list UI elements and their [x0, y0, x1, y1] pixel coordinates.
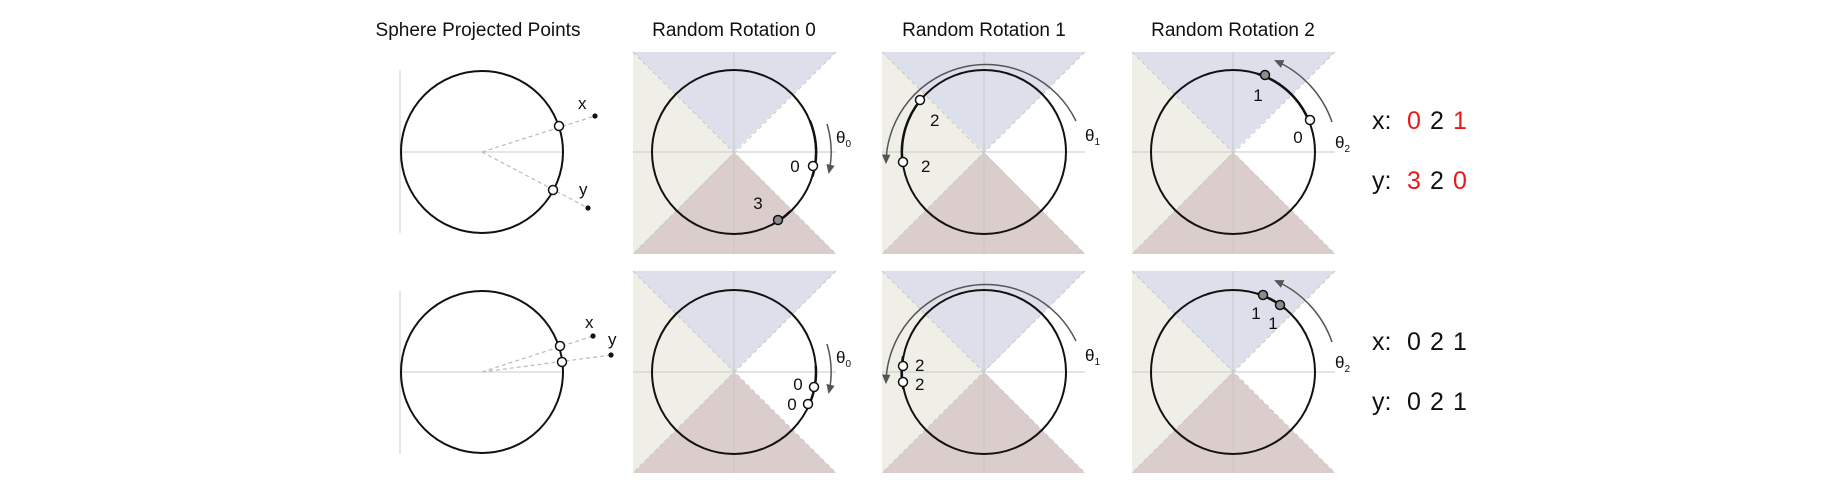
theta-label-0: θ0: [836, 348, 851, 370]
rotation-panel-2: 1 1 θ2: [1131, 270, 1350, 474]
projection-ray-x: [481, 335, 594, 373]
code-digit: 0: [1453, 167, 1467, 195]
theta-label-0: θ0: [836, 128, 851, 150]
rotation-arrow-0: [826, 343, 835, 395]
rotation-panel-2: 1 0 θ2: [1131, 51, 1350, 255]
column-title-projection: Sphere Projected Points: [376, 20, 581, 41]
point-label-y: y: [608, 330, 617, 349]
bucket-label-x: 0: [790, 157, 799, 176]
code-digit: 2: [1430, 328, 1444, 356]
code-digit: 0: [1407, 107, 1421, 135]
rotated-point-y: [802, 398, 814, 410]
column-title-rotation-2: Random Rotation 2: [1151, 20, 1315, 41]
code-label-y: y:: [1372, 167, 1391, 195]
rotated-point-x: [808, 381, 820, 393]
row-2: x y 0 0 θ0: [399, 270, 1467, 474]
rotated-point-x: [807, 160, 819, 172]
rotation-panel-0: 0 3 θ0: [632, 51, 851, 255]
column-titles: Sphere Projected Points Random Rotation …: [376, 20, 1315, 41]
rotated-point-x: [897, 360, 909, 372]
sphere-circle: [1150, 69, 1316, 235]
code-digit: 0: [1407, 328, 1421, 356]
code-digit: 1: [1453, 328, 1467, 356]
bucket-label-y: 1: [1268, 314, 1277, 333]
projection-ray-y: [481, 354, 612, 373]
rotated-point-x: [914, 94, 926, 106]
bucket-label-y: 3: [753, 194, 762, 213]
projected-point-x: [554, 340, 566, 352]
point-x: [590, 333, 596, 339]
code-digit: 2: [1430, 167, 1444, 195]
code-digit: 1: [1453, 107, 1467, 135]
bucket-label-y: 2: [915, 375, 924, 394]
projection-ray-y: [481, 151, 589, 209]
rotation-panel-1: 2 2 θ1: [881, 51, 1100, 255]
rotated-point-x: [1257, 289, 1269, 301]
sphere-circle: [400, 70, 564, 234]
code-digit: 1: [1453, 388, 1467, 416]
hash-codes: x: 0 2 1 y: 3 2 0: [1372, 107, 1467, 195]
rotation-panel-0: 0 0 θ0: [632, 270, 851, 474]
column-title-rotation-0: Random Rotation 0: [652, 20, 816, 41]
rotation-panel-1: 2 2 θ1: [881, 270, 1100, 474]
point-y: [585, 205, 591, 211]
projection-panel: x y: [399, 290, 617, 454]
bucket-label-x: 2: [915, 356, 924, 375]
theta-label-1: θ1: [1085, 346, 1100, 368]
code-digit: 3: [1407, 167, 1421, 195]
hash-codes: x: 0 2 1 y: 0 2 1: [1372, 328, 1467, 416]
theta-label-1: θ1: [1085, 126, 1100, 148]
rotation-arrow-0: [826, 123, 835, 175]
point-y: [608, 352, 614, 358]
projection-ray-x: [481, 115, 596, 153]
point-label-y: y: [579, 180, 588, 199]
bucket-label-x: 0: [793, 375, 802, 394]
rotated-point-x: [1259, 69, 1271, 81]
rotation-arrow-2: [1274, 280, 1333, 343]
bucket-label-y: 0: [787, 395, 796, 414]
sphere-circle: [400, 290, 564, 454]
projected-point-x: [553, 120, 565, 132]
rotated-point-y: [1304, 114, 1316, 126]
bucket-label-x: 2: [930, 111, 939, 130]
code-label-y: y:: [1372, 388, 1391, 416]
sphere-circle: [1150, 289, 1316, 455]
projection-panel: x y: [399, 70, 598, 234]
column-title-rotation-1: Random Rotation 1: [902, 20, 1066, 41]
code-label-x: x:: [1372, 328, 1391, 356]
code-digit: 0: [1407, 388, 1421, 416]
point-x: [592, 113, 598, 119]
point-label-x: x: [585, 313, 594, 332]
rotation-arrow-1: [881, 63, 1077, 165]
bucket-label-y: 2: [921, 157, 930, 176]
theta-label-2: θ2: [1335, 133, 1350, 155]
rotated-point-y: [897, 156, 909, 168]
code-label-x: x:: [1372, 107, 1391, 135]
bucket-label-y: 0: [1293, 128, 1302, 147]
rotated-point-y: [897, 376, 909, 388]
projected-point-y: [547, 184, 559, 196]
point-label-x: x: [578, 94, 587, 113]
bucket-label-x: 1: [1251, 304, 1260, 323]
bucket-label-x: 1: [1253, 86, 1262, 105]
row-1: x y 0 3 θ0: [399, 51, 1467, 255]
rotated-point-y: [1274, 299, 1286, 311]
rotated-point-y: [772, 214, 784, 226]
code-digit: 2: [1430, 107, 1444, 135]
code-digit: 2: [1430, 388, 1444, 416]
projected-point-y: [556, 356, 568, 368]
theta-label-2: θ2: [1335, 353, 1350, 375]
rotation-arrow-1: [881, 283, 1077, 385]
rotation-arrow-2: [1274, 60, 1333, 123]
